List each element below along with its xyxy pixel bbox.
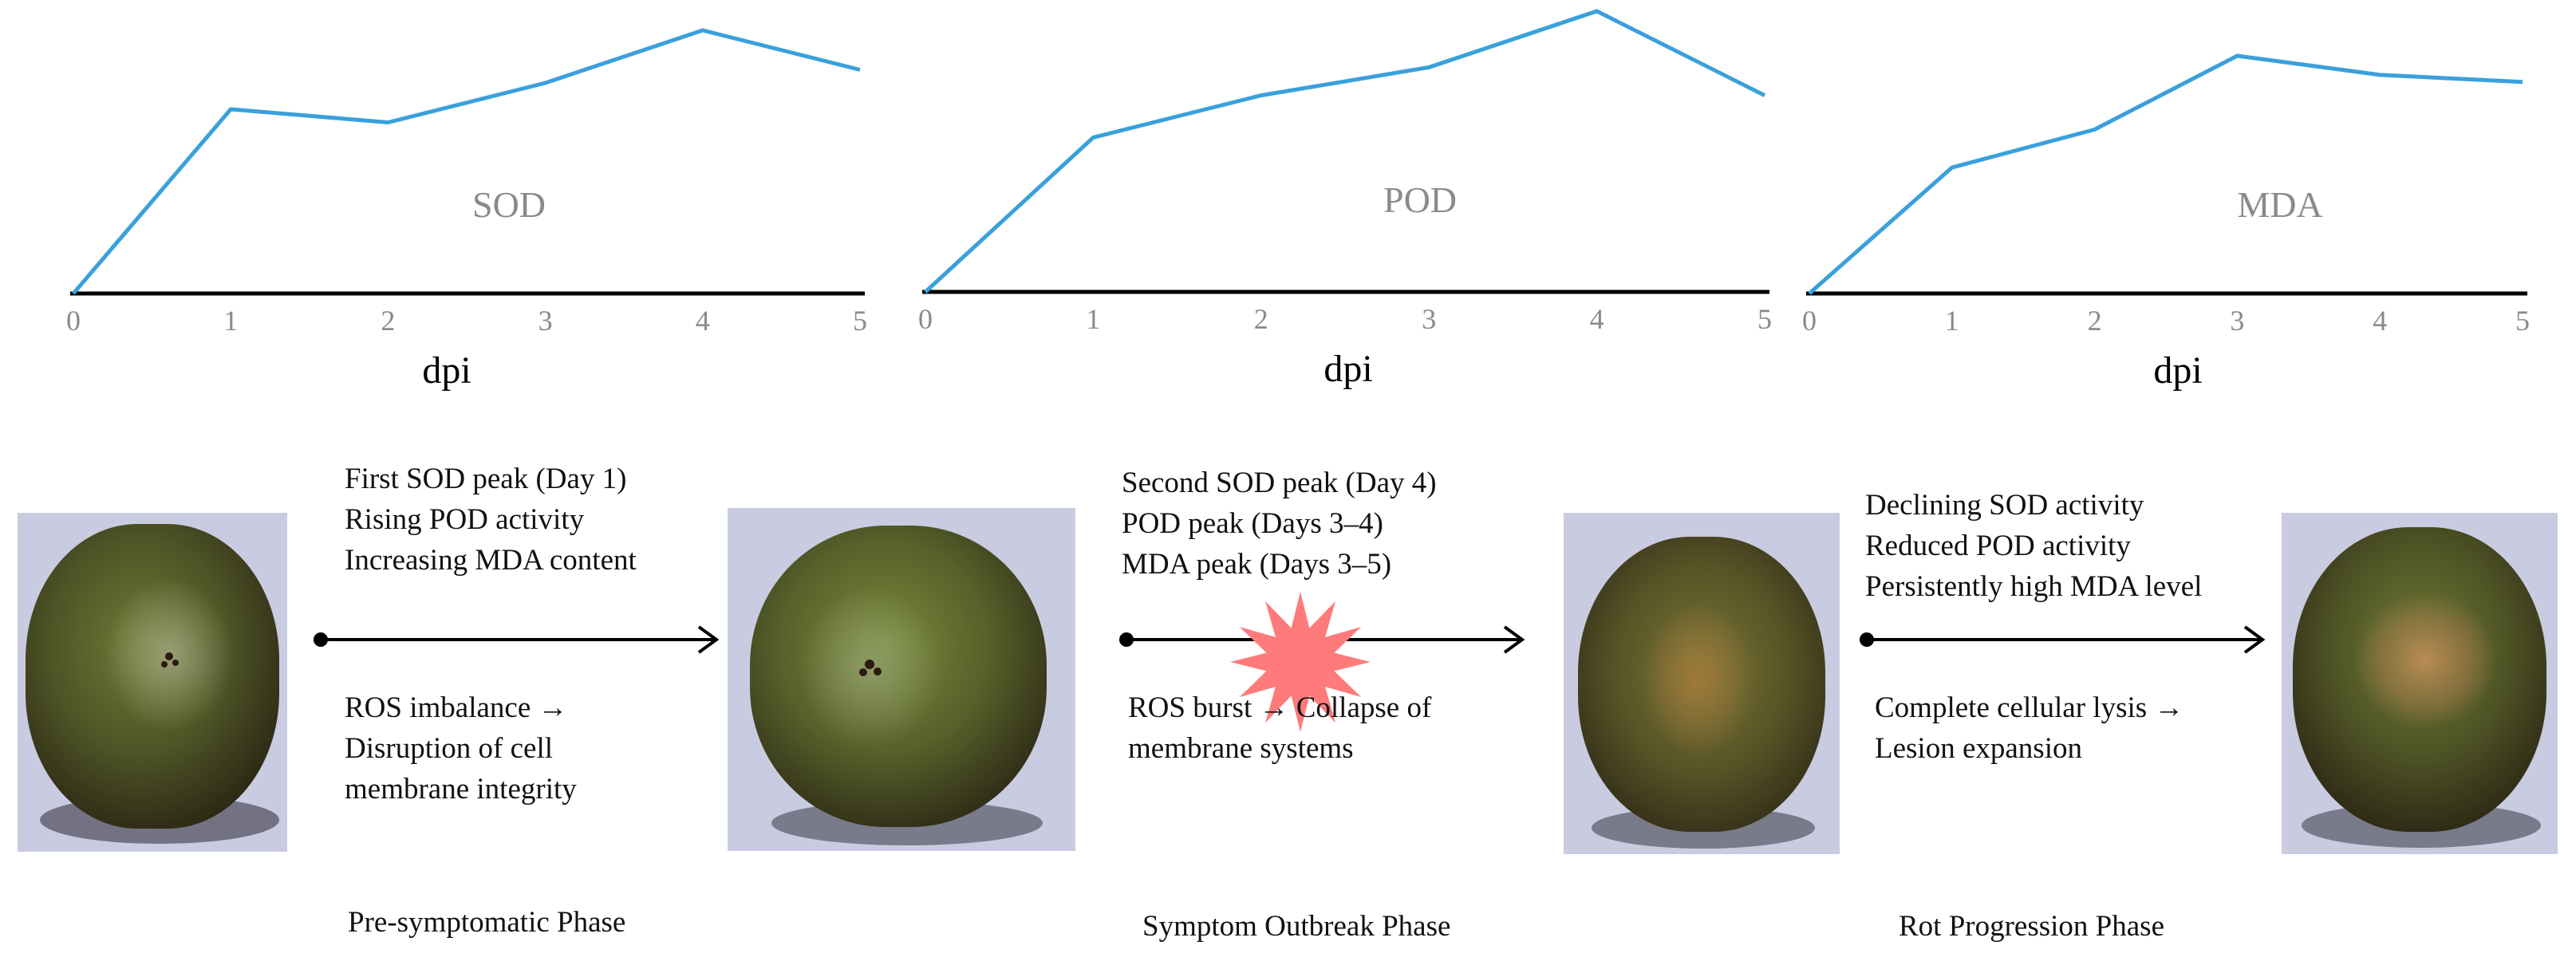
stage1-outcome-2: Disruption of cell (345, 732, 554, 765)
stage3-arrow (1857, 624, 2272, 656)
pod-x-label: dpi (1324, 348, 1372, 390)
stage1-effects: First SOD peak (Day 1) Rising POD activi… (345, 459, 637, 581)
pod-tick-0: 0 (918, 303, 933, 335)
mda-tick-3: 3 (2230, 305, 2244, 337)
stage2-effect-1: Second SOD peak (Day 4) (1122, 467, 1437, 499)
sod-tick-3: 3 (538, 305, 553, 337)
sod-x-label: dpi (422, 349, 471, 392)
phase-label-symptom-outbreak: Symptom Outbreak Phase (1142, 910, 1451, 943)
mda-series-line (1808, 53, 2523, 295)
fruit-photo-2 (728, 508, 1075, 851)
mda-tick-1: 1 (1945, 305, 1959, 337)
mda-chart-title: MDA (2237, 184, 2322, 225)
ros-burst-icon (1230, 592, 1371, 732)
sod-tick-5: 5 (853, 305, 867, 337)
pod-tick-3: 3 (1422, 303, 1436, 335)
stage1-effect-1: First SOD peak (Day 1) (345, 463, 627, 495)
stage1-effect-3: Increasing MDA content (345, 544, 637, 577)
mda-tick-2: 2 (2088, 305, 2102, 337)
stage3-effects: Declining SOD activity Reduced POD activ… (1865, 485, 2202, 607)
sod-tick-4: 4 (696, 305, 710, 337)
pod-tick-4: 4 (1590, 303, 1604, 335)
phase-label-rot-progression: Rot Progression Phase (1899, 910, 2164, 943)
fruit-photo-3 (1564, 513, 1840, 854)
stage3-outcome: Complete cellular lysis → Lesion expansi… (1875, 687, 2183, 769)
stage2-effects: Second SOD peak (Day 4) POD peak (Days 3… (1122, 463, 1437, 585)
stage2-outcome-2: membrane systems (1128, 732, 1354, 765)
stage2-effect-3: MDA peak (Days 3–5) (1122, 548, 1392, 581)
fruit-photo-1 (18, 513, 287, 852)
mda-tick-0: 0 (1802, 305, 1817, 337)
stage1-arrow (311, 624, 726, 656)
stage1-outcome: ROS imbalance → Disruption of cell membr… (345, 687, 577, 809)
stage2-effect-2: POD peak (Days 3–4) (1122, 507, 1383, 540)
mda-tick-4: 4 (2373, 305, 2387, 337)
stage3-effect-2: Reduced POD activity (1865, 530, 2131, 562)
pod-tick-2: 2 (1254, 303, 1268, 335)
sod-tick-1: 1 (223, 305, 238, 337)
enzyme-charts: 0 1 2 3 4 5 SOD dpi 0 1 2 3 4 5 POD dpi 0 1 2 3 4 5 MDA dpi (66, 9, 2530, 392)
stage1-outcome-3: membrane integrity (345, 773, 577, 806)
stage3-effect-3: Persistently high MDA level (1865, 570, 2203, 603)
pod-chart-title: POD (1383, 179, 1457, 220)
stage1-effect-2: Rising POD activity (345, 503, 585, 536)
phase-label-pre-symptomatic: Pre-symptomatic Phase (348, 906, 626, 939)
stage2-outcome: ROS burst → Collapse of membrane systems (1128, 687, 1431, 769)
sod-series-line (72, 28, 861, 295)
mda-x-label: dpi (2153, 349, 2202, 392)
sod-chart-title: SOD (472, 184, 546, 225)
mda-tick-5: 5 (2515, 305, 2530, 337)
pod-series-line (924, 9, 1766, 293)
pod-tick-5: 5 (1757, 303, 1772, 335)
sod-tick-0: 0 (66, 305, 81, 337)
stage3-outcome-1: Complete cellular lysis → (1875, 691, 2184, 724)
stage3-effect-1: Declining SOD activity (1865, 489, 2144, 522)
fruit-photo-4 (2282, 513, 2558, 854)
stage3-outcome-2: Lesion expansion (1875, 732, 2082, 765)
stage2-outcome-1: ROS burst → Collapse of (1128, 691, 1432, 724)
sod-tick-2: 2 (381, 305, 395, 337)
pod-tick-1: 1 (1086, 303, 1100, 335)
stage1-outcome-1: ROS imbalance → (345, 691, 568, 724)
